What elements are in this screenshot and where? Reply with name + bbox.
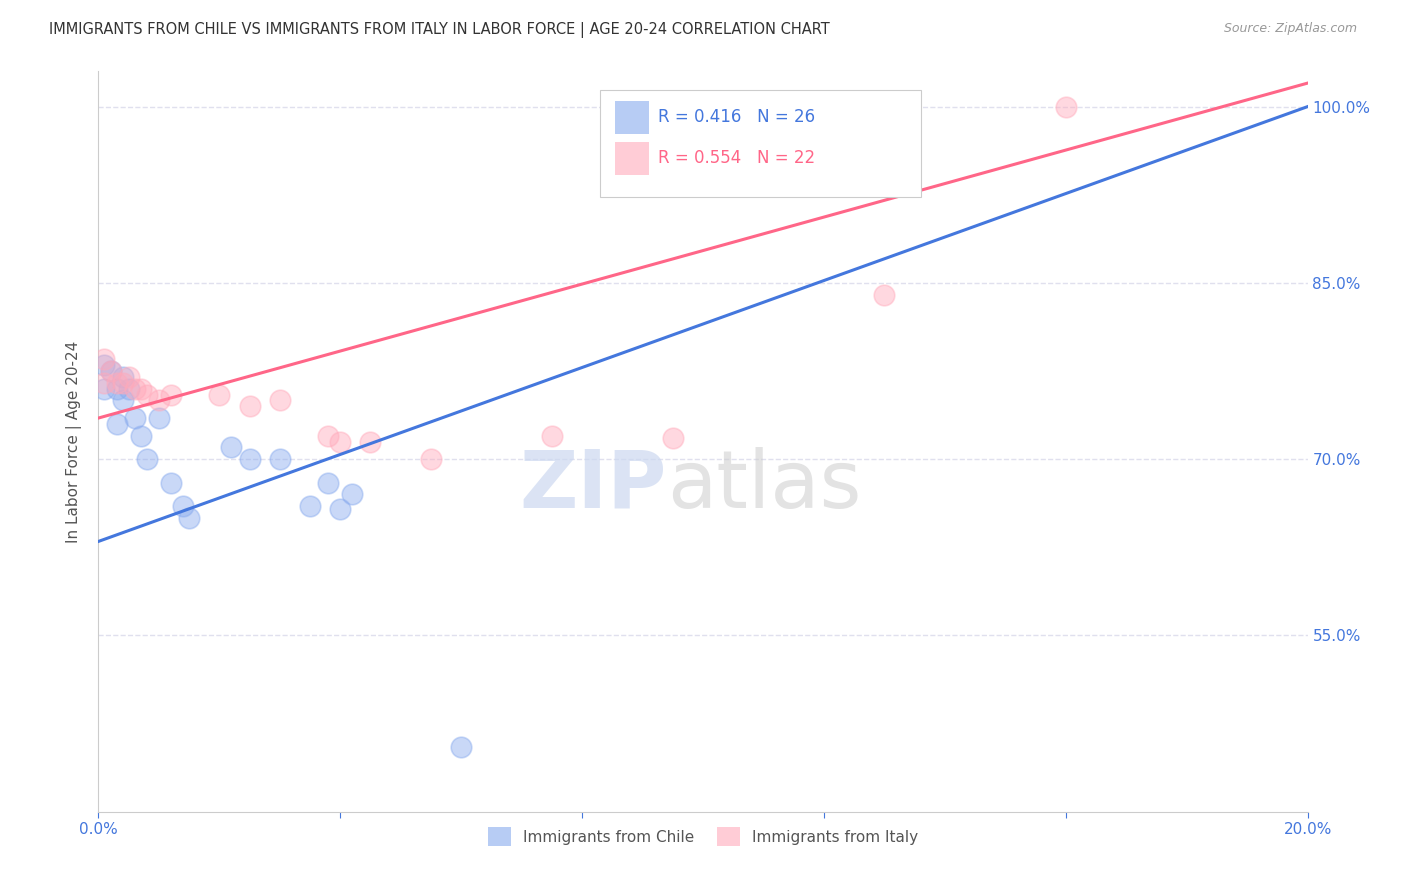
Legend: Immigrants from Chile, Immigrants from Italy: Immigrants from Chile, Immigrants from I… (482, 822, 924, 852)
Point (172, 499, 194, 513)
Point (873, 287, 896, 301)
Point (329, 434, 352, 449)
Bar (614, 101, 648, 135)
Point (129, 382, 152, 396)
Point (329, 501, 352, 516)
Point (129, 428, 152, 442)
Text: IMMIGRANTS FROM CHILE VS IMMIGRANTS FROM ITALY IN LABOR FORCE | AGE 20-24 CORREL: IMMIGRANTS FROM CHILE VS IMMIGRANTS FROM… (49, 22, 830, 38)
Point (661, 431, 683, 445)
Point (160, 475, 183, 490)
FancyBboxPatch shape (600, 90, 921, 197)
Point (93, 382, 115, 396)
Text: atlas: atlas (666, 447, 860, 525)
Point (148, 411, 170, 425)
Point (105, 382, 128, 396)
Point (111, 393, 134, 408)
Point (540, 428, 562, 442)
Point (692, 126, 714, 140)
Point (1054, 100, 1077, 114)
Point (124, 382, 146, 396)
Point (93, 376, 115, 390)
Point (148, 393, 170, 408)
Point (105, 417, 128, 431)
Point (160, 387, 183, 401)
Point (299, 499, 322, 513)
Point (93, 358, 115, 372)
Point (661, 128, 683, 143)
Point (221, 441, 243, 455)
Point (269, 452, 291, 467)
Point (124, 411, 146, 425)
Point (450, 740, 472, 755)
Y-axis label: In Labor Force | Age 20-24: In Labor Force | Age 20-24 (66, 341, 83, 542)
Point (118, 382, 141, 396)
Point (360, 434, 382, 449)
Bar (614, 142, 648, 175)
Point (135, 387, 157, 401)
Point (239, 452, 262, 467)
Point (111, 376, 134, 390)
Point (118, 370, 141, 384)
Text: Source: ZipAtlas.com: Source: ZipAtlas.com (1223, 22, 1357, 36)
Point (100, 364, 122, 378)
Point (269, 393, 291, 408)
Point (208, 387, 231, 401)
Point (100, 364, 122, 378)
Point (342, 487, 364, 501)
Point (420, 452, 443, 467)
Point (316, 428, 339, 442)
Point (135, 452, 157, 467)
Point (723, 123, 745, 137)
Point (93, 352, 115, 367)
Point (105, 376, 128, 390)
Text: ZIP: ZIP (519, 447, 666, 525)
Text: R = 0.416   N = 26: R = 0.416 N = 26 (658, 108, 815, 127)
Point (239, 399, 262, 413)
Text: R = 0.554   N = 22: R = 0.554 N = 22 (658, 149, 815, 167)
Point (316, 475, 339, 490)
Point (179, 511, 201, 525)
Point (111, 370, 134, 384)
